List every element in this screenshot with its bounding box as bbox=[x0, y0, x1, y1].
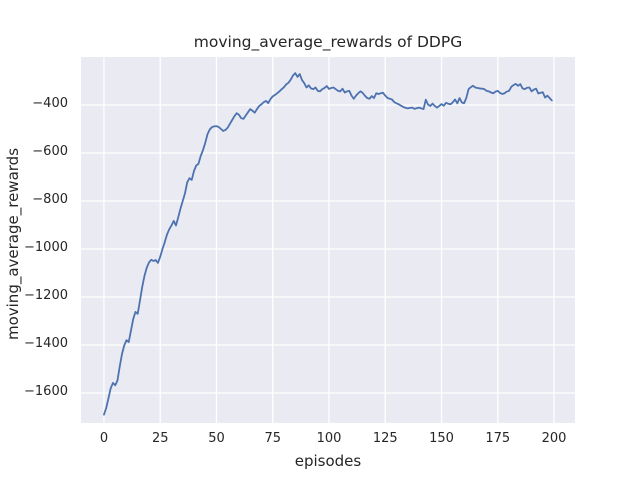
series-line-ddpg bbox=[103, 72, 553, 416]
x-tick-label: 125 bbox=[372, 431, 398, 446]
x-axis-label: episodes bbox=[294, 452, 362, 470]
y-tick-label: −1600 bbox=[24, 384, 68, 399]
axes-background bbox=[81, 57, 575, 423]
x-tick-label: 175 bbox=[485, 431, 511, 446]
y-tick-label: −600 bbox=[32, 144, 68, 159]
x-tick-label: 75 bbox=[264, 431, 281, 446]
y-tick-label: −1000 bbox=[24, 240, 68, 255]
chart-title: moving_average_rewards of DDPG bbox=[193, 33, 463, 51]
x-tick-label: 200 bbox=[541, 431, 567, 446]
y-tick-label: −1200 bbox=[24, 288, 68, 303]
x-tick-label: 150 bbox=[429, 431, 454, 446]
y-tick-label: −1400 bbox=[24, 336, 68, 351]
x-tick-label: 100 bbox=[316, 431, 342, 446]
y-tick-label: −800 bbox=[32, 192, 68, 207]
x-tick-label: 0 bbox=[99, 431, 109, 446]
x-tick-label: 25 bbox=[151, 431, 169, 446]
y-tick-label: −400 bbox=[32, 96, 68, 111]
gridlines bbox=[81, 57, 575, 423]
x-tick-label: 50 bbox=[208, 431, 225, 446]
